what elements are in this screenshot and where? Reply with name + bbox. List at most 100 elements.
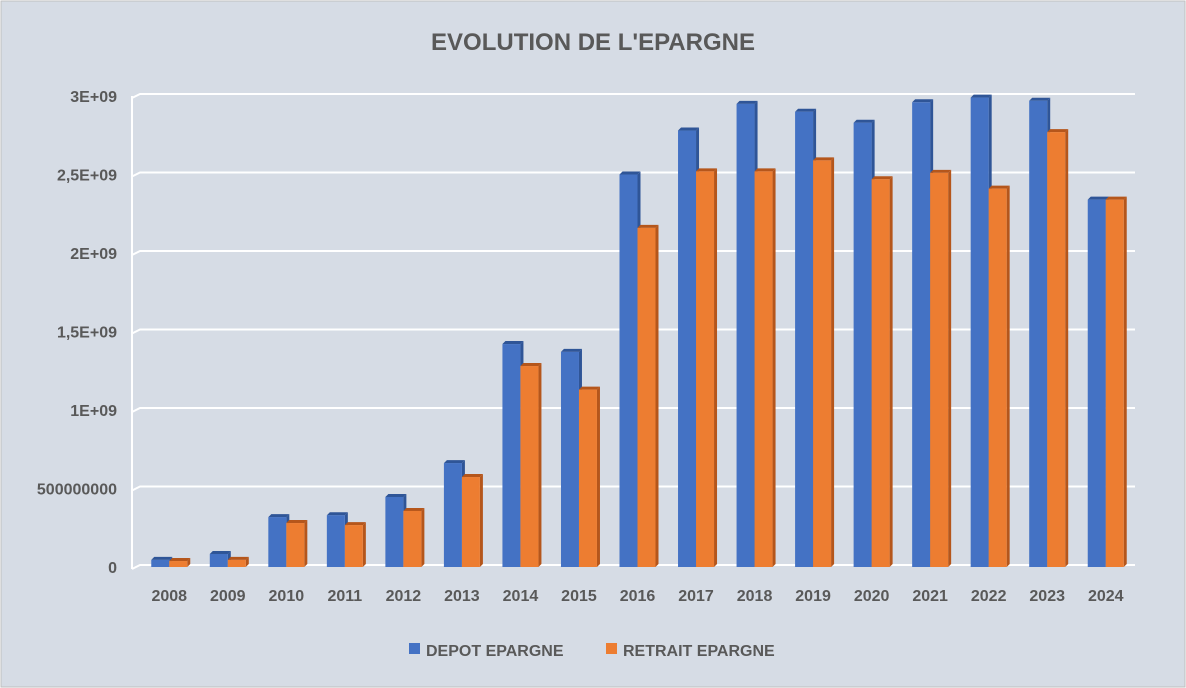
bar-top <box>988 185 1010 189</box>
x-tick-label: 2020 <box>854 588 890 605</box>
bar-top <box>970 94 992 98</box>
y-tick-label: 1E+09 <box>70 403 117 420</box>
legend-label-depot: DEPOT EPARGNE <box>426 643 564 660</box>
x-tick-label: 2023 <box>1029 588 1065 605</box>
x-tick-label: 2024 <box>1088 588 1124 605</box>
bar-top <box>696 168 718 172</box>
bar-depot-2022 <box>970 97 989 567</box>
bar-retrait-2019 <box>813 160 832 567</box>
x-tick-label: 2008 <box>151 588 187 605</box>
bar-depot-2018 <box>736 103 755 567</box>
bar-top <box>619 171 641 175</box>
bar-depot-2014 <box>502 344 521 567</box>
bar-retrait-2009 <box>227 559 246 567</box>
y-tick-label: 3E+09 <box>70 89 117 106</box>
bar-side <box>714 168 718 568</box>
x-tick-label: 2022 <box>971 588 1007 605</box>
bar-retrait-2008 <box>169 561 188 567</box>
bar-top <box>344 522 366 526</box>
bar-top <box>151 556 173 560</box>
bar-retrait-2011 <box>344 525 363 567</box>
gridline <box>131 93 1135 99</box>
bar-top <box>385 493 407 497</box>
x-tick-label: 2017 <box>678 588 714 605</box>
bar-top <box>560 348 582 352</box>
y-tick-label: 0 <box>108 560 117 577</box>
bar-retrait-2012 <box>403 510 422 567</box>
bar-depot-2023 <box>1029 100 1048 568</box>
bar-depot-2012 <box>385 496 404 567</box>
bar-retrait-2016 <box>637 227 656 567</box>
bar-side <box>948 169 952 567</box>
y-tick-label: 2E+09 <box>70 246 117 263</box>
bar-side <box>538 363 542 567</box>
bar-retrait-2015 <box>578 389 597 567</box>
bar-side <box>421 507 425 567</box>
bar-top <box>403 507 425 511</box>
bar-top <box>286 520 308 524</box>
bar-side <box>245 556 249 567</box>
bar-retrait-2017 <box>696 171 715 568</box>
bar-retrait-2013 <box>461 477 480 567</box>
bar-top <box>209 550 231 554</box>
x-tick-label: 2014 <box>503 588 539 605</box>
bar-depot-2021 <box>912 102 931 567</box>
bar-top <box>813 157 835 161</box>
bar-side <box>479 474 483 567</box>
bar-retrait-2023 <box>1047 132 1066 568</box>
bar-depot-2009 <box>209 553 228 567</box>
bar-depot-2020 <box>853 122 872 567</box>
x-tick-label: 2016 <box>620 588 656 605</box>
bar-top <box>268 514 290 518</box>
bar-side <box>187 558 191 567</box>
bar-side <box>831 157 835 567</box>
bar-top <box>853 119 875 123</box>
bar-retrait-2014 <box>520 366 539 567</box>
x-tick-label: 2018 <box>737 588 773 605</box>
bar-side <box>1006 185 1010 567</box>
bar-side <box>772 168 776 568</box>
bar-top <box>736 100 758 104</box>
legend-swatch-retrait <box>606 643 617 654</box>
bar-retrait-2020 <box>871 179 890 567</box>
bar-side <box>1123 196 1127 567</box>
bar-top <box>1029 97 1051 101</box>
bar-top <box>1087 196 1109 200</box>
x-tick-label: 2009 <box>210 588 246 605</box>
bar-top <box>520 363 542 367</box>
bar-side <box>889 176 893 567</box>
x-tick-label: 2013 <box>444 588 480 605</box>
bar-top <box>637 224 659 228</box>
legend-label-retrait: RETRAIT EPARGNE <box>623 643 775 660</box>
bar-side <box>596 386 600 567</box>
bar-top <box>578 386 600 390</box>
bar-retrait-2021 <box>930 172 949 567</box>
bar-retrait-2018 <box>754 171 773 568</box>
y-tick-label: 1,5E+09 <box>57 325 117 342</box>
bar-depot-2008 <box>151 559 170 567</box>
bar-top <box>502 341 524 345</box>
legend-swatch-depot <box>409 643 420 654</box>
x-tick-label: 2021 <box>912 588 948 605</box>
x-tick-label: 2015 <box>561 588 597 605</box>
bar-top <box>678 127 700 131</box>
bar-depot-2024 <box>1087 199 1106 567</box>
bar-top <box>1105 196 1127 200</box>
bar-depot-2017 <box>678 130 697 568</box>
bar-top <box>795 108 817 112</box>
bar-top <box>461 474 483 478</box>
bar-top <box>326 512 348 516</box>
bar-top <box>930 169 952 173</box>
x-tick-label: 2012 <box>386 588 422 605</box>
bar-retrait-2022 <box>988 188 1007 567</box>
bar-depot-2019 <box>795 111 814 567</box>
bar-top <box>443 460 465 464</box>
bar-top <box>754 168 776 172</box>
legend: DEPOT EPARGNE RETRAIT EPARGNE <box>409 643 775 660</box>
bar-depot-2011 <box>326 515 345 567</box>
bar-side <box>1065 129 1069 568</box>
bar-top <box>169 558 191 562</box>
bar-depot-2013 <box>443 463 462 567</box>
bar-top <box>871 176 893 180</box>
